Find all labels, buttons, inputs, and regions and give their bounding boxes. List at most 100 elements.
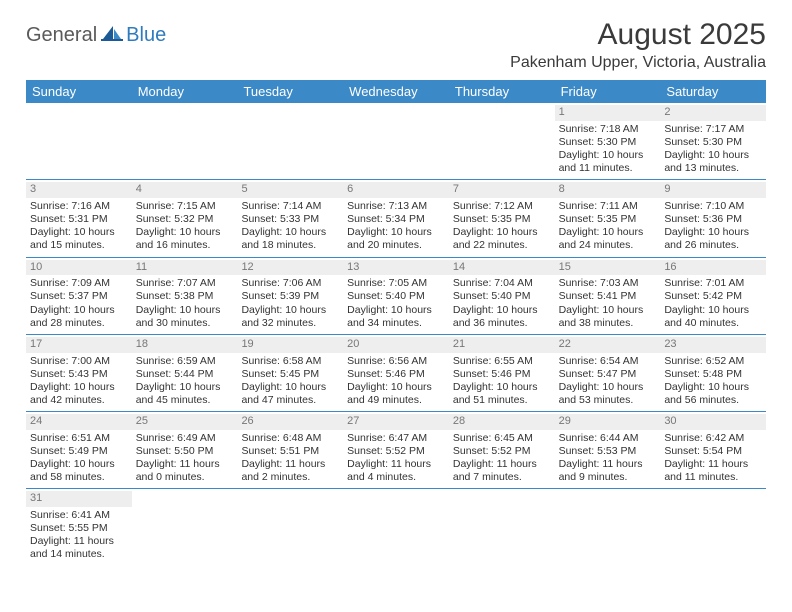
day-cell: 21Sunrise: 6:55 AMSunset: 5:46 PMDayligh… — [449, 335, 555, 411]
day-number: 12 — [237, 260, 343, 276]
sunrise-text: Sunrise: 6:58 AM — [241, 355, 339, 368]
sunrise-text: Sunrise: 6:51 AM — [30, 432, 128, 445]
daylight-text: Daylight: 10 hours and 18 minutes. — [241, 226, 339, 252]
sunset-text: Sunset: 5:46 PM — [347, 368, 445, 381]
sunrise-text: Sunrise: 6:44 AM — [559, 432, 657, 445]
day-cell: 8Sunrise: 7:11 AMSunset: 5:35 PMDaylight… — [555, 180, 661, 256]
sunset-text: Sunset: 5:38 PM — [136, 290, 234, 303]
daylight-text: Daylight: 10 hours and 26 minutes. — [664, 226, 762, 252]
day-cell: 14Sunrise: 7:04 AMSunset: 5:40 PMDayligh… — [449, 258, 555, 334]
day-number: 6 — [343, 182, 449, 198]
sunrise-text: Sunrise: 7:12 AM — [453, 200, 551, 213]
daylight-text: Daylight: 11 hours and 14 minutes. — [30, 535, 128, 561]
daylight-text: Daylight: 10 hours and 40 minutes. — [664, 304, 762, 330]
day-number: 2 — [660, 105, 766, 121]
sunset-text: Sunset: 5:41 PM — [559, 290, 657, 303]
sunrise-text: Sunrise: 7:16 AM — [30, 200, 128, 213]
sunset-text: Sunset: 5:31 PM — [30, 213, 128, 226]
day-cell: 11Sunrise: 7:07 AMSunset: 5:38 PMDayligh… — [132, 258, 238, 334]
sunrise-text: Sunrise: 6:56 AM — [347, 355, 445, 368]
week-row: 10Sunrise: 7:09 AMSunset: 5:37 PMDayligh… — [26, 258, 766, 335]
day-cell — [343, 103, 449, 179]
day-number: 7 — [449, 182, 555, 198]
daylight-text: Daylight: 10 hours and 58 minutes. — [30, 458, 128, 484]
day-cell: 1Sunrise: 7:18 AMSunset: 5:30 PMDaylight… — [555, 103, 661, 179]
weekday-header: Sunday Monday Tuesday Wednesday Thursday… — [26, 80, 766, 103]
week-row: 31Sunrise: 6:41 AMSunset: 5:55 PMDayligh… — [26, 489, 766, 565]
sunset-text: Sunset: 5:52 PM — [347, 445, 445, 458]
day-cell — [343, 489, 449, 565]
day-number: 22 — [555, 337, 661, 353]
day-number: 8 — [555, 182, 661, 198]
sunrise-text: Sunrise: 6:45 AM — [453, 432, 551, 445]
day-cell: 16Sunrise: 7:01 AMSunset: 5:42 PMDayligh… — [660, 258, 766, 334]
day-cell: 2Sunrise: 7:17 AMSunset: 5:30 PMDaylight… — [660, 103, 766, 179]
logo-text-general: General — [26, 24, 97, 47]
day-number: 10 — [26, 260, 132, 276]
sunrise-text: Sunrise: 7:07 AM — [136, 277, 234, 290]
sunset-text: Sunset: 5:37 PM — [30, 290, 128, 303]
sunset-text: Sunset: 5:49 PM — [30, 445, 128, 458]
day-number: 28 — [449, 414, 555, 430]
sunset-text: Sunset: 5:45 PM — [241, 368, 339, 381]
daylight-text: Daylight: 10 hours and 42 minutes. — [30, 381, 128, 407]
sunset-text: Sunset: 5:35 PM — [559, 213, 657, 226]
calendar-grid: 1Sunrise: 7:18 AMSunset: 5:30 PMDaylight… — [26, 103, 766, 566]
day-number: 29 — [555, 414, 661, 430]
sunset-text: Sunset: 5:47 PM — [559, 368, 657, 381]
sunset-text: Sunset: 5:54 PM — [664, 445, 762, 458]
sunset-text: Sunset: 5:51 PM — [241, 445, 339, 458]
daylight-text: Daylight: 10 hours and 56 minutes. — [664, 381, 762, 407]
day-number: 26 — [237, 414, 343, 430]
week-row: 17Sunrise: 7:00 AMSunset: 5:43 PMDayligh… — [26, 335, 766, 412]
sunrise-text: Sunrise: 7:10 AM — [664, 200, 762, 213]
day-cell — [26, 103, 132, 179]
day-cell: 4Sunrise: 7:15 AMSunset: 5:32 PMDaylight… — [132, 180, 238, 256]
daylight-text: Daylight: 11 hours and 11 minutes. — [664, 458, 762, 484]
day-number: 19 — [237, 337, 343, 353]
sunrise-text: Sunrise: 7:11 AM — [559, 200, 657, 213]
daylight-text: Daylight: 10 hours and 51 minutes. — [453, 381, 551, 407]
daylight-text: Daylight: 10 hours and 11 minutes. — [559, 149, 657, 175]
logo-text-blue: Blue — [126, 24, 166, 47]
daylight-text: Daylight: 10 hours and 22 minutes. — [453, 226, 551, 252]
day-number: 24 — [26, 414, 132, 430]
daylight-text: Daylight: 10 hours and 38 minutes. — [559, 304, 657, 330]
daylight-text: Daylight: 10 hours and 49 minutes. — [347, 381, 445, 407]
week-row: 3Sunrise: 7:16 AMSunset: 5:31 PMDaylight… — [26, 180, 766, 257]
sunset-text: Sunset: 5:36 PM — [664, 213, 762, 226]
daylight-text: Daylight: 11 hours and 0 minutes. — [136, 458, 234, 484]
day-number: 9 — [660, 182, 766, 198]
day-number: 17 — [26, 337, 132, 353]
sunrise-text: Sunrise: 7:00 AM — [30, 355, 128, 368]
sunset-text: Sunset: 5:34 PM — [347, 213, 445, 226]
sunrise-text: Sunrise: 7:05 AM — [347, 277, 445, 290]
sunset-text: Sunset: 5:33 PM — [241, 213, 339, 226]
day-cell — [132, 103, 238, 179]
daylight-text: Daylight: 11 hours and 7 minutes. — [453, 458, 551, 484]
page-title: August 2025 — [510, 18, 766, 52]
day-cell: 22Sunrise: 6:54 AMSunset: 5:47 PMDayligh… — [555, 335, 661, 411]
day-cell — [237, 103, 343, 179]
day-number: 1 — [555, 105, 661, 121]
sunrise-text: Sunrise: 6:47 AM — [347, 432, 445, 445]
sunset-text: Sunset: 5:44 PM — [136, 368, 234, 381]
sunrise-text: Sunrise: 6:55 AM — [453, 355, 551, 368]
day-number: 25 — [132, 414, 238, 430]
daylight-text: Daylight: 10 hours and 28 minutes. — [30, 304, 128, 330]
sunset-text: Sunset: 5:35 PM — [453, 213, 551, 226]
sunrise-text: Sunrise: 6:48 AM — [241, 432, 339, 445]
day-number: 20 — [343, 337, 449, 353]
sunrise-text: Sunrise: 7:13 AM — [347, 200, 445, 213]
daylight-text: Daylight: 10 hours and 20 minutes. — [347, 226, 445, 252]
day-cell: 27Sunrise: 6:47 AMSunset: 5:52 PMDayligh… — [343, 412, 449, 488]
day-cell: 23Sunrise: 6:52 AMSunset: 5:48 PMDayligh… — [660, 335, 766, 411]
day-cell: 17Sunrise: 7:00 AMSunset: 5:43 PMDayligh… — [26, 335, 132, 411]
sunset-text: Sunset: 5:42 PM — [664, 290, 762, 303]
day-cell — [660, 489, 766, 565]
day-cell: 3Sunrise: 7:16 AMSunset: 5:31 PMDaylight… — [26, 180, 132, 256]
dayname-wed: Wednesday — [343, 80, 449, 103]
week-row: 1Sunrise: 7:18 AMSunset: 5:30 PMDaylight… — [26, 103, 766, 180]
day-number: 4 — [132, 182, 238, 198]
day-number: 23 — [660, 337, 766, 353]
